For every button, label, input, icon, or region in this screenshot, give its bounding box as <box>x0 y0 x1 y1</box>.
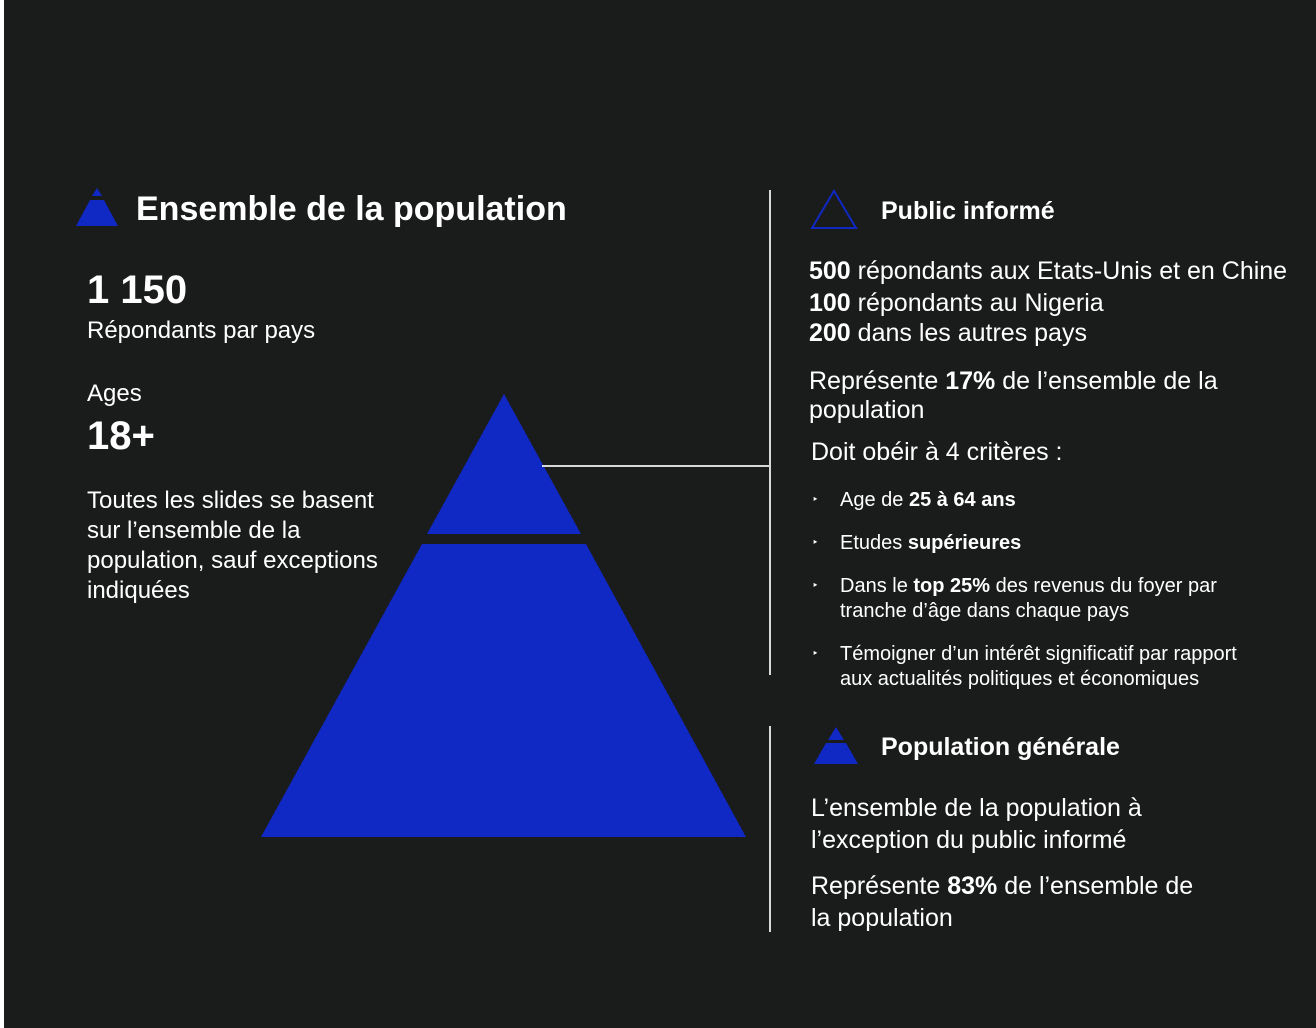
criterion-item: ‣ Etudes supérieures <box>812 532 1022 554</box>
general-share-cont: la population <box>811 904 953 932</box>
pyramid-bottom-general <box>261 544 746 837</box>
pyramid-top-informed <box>427 394 581 534</box>
informed-share-cont: population <box>809 396 925 424</box>
section-title: Ensemble de la population <box>136 190 567 228</box>
respondents-count: 1 150 <box>87 268 188 312</box>
criteria-list: ‣ Age de 25 à 64 ans ‣ Etudes supérieures … <box>812 488 1282 710</box>
pyramid-split-icon <box>814 727 858 764</box>
bullet-icon: ‣ <box>812 537 819 549</box>
criterion-item: ‣ Dans le top 25% des revenus du foyer pa… <box>812 575 1217 622</box>
informed-share: Représente 17% de l’ensemble de la <box>809 367 1218 395</box>
general-title: Population générale <box>881 733 1120 761</box>
ages-value: 18+ <box>87 414 155 458</box>
slide: Ensemble de la population 1 150 Répondan… <box>4 0 1316 1028</box>
general-share: Représente 83% de l’ensemble de <box>811 872 1194 900</box>
bullet-icon: ‣ <box>812 580 819 592</box>
population-pyramid <box>261 190 771 932</box>
informed-line-2: 100 répondants au Nigeria <box>809 289 1104 317</box>
ages-label: Ages <box>87 380 142 407</box>
bullet-icon: ‣ <box>812 494 819 506</box>
criterion-item: ‣ Témoigner d’un intérêt significatif par… <box>812 643 1237 690</box>
bullet-icon: ‣ <box>812 648 819 660</box>
scope-note: Toutes les slides se basent sur l’ensemb… <box>87 487 378 604</box>
triangle-outline-icon <box>810 189 858 229</box>
pyramid-filled-icon <box>76 188 118 226</box>
respondents-label: Répondants par pays <box>87 317 316 344</box>
general-desc-1: L’ensemble de la population à <box>811 794 1142 822</box>
informed-line-3: 200 dans les autres pays <box>809 319 1087 347</box>
criterion-item: ‣ Age de 25 à 64 ans <box>812 489 1016 511</box>
criteria-title: Doit obéir à 4 critères : <box>811 438 1063 466</box>
informed-title: Public informé <box>881 197 1055 225</box>
informed-line-1: 500 répondants aux Etats-Unis et en Chin… <box>809 257 1288 285</box>
general-desc-2: l’exception du public informé <box>811 826 1127 854</box>
